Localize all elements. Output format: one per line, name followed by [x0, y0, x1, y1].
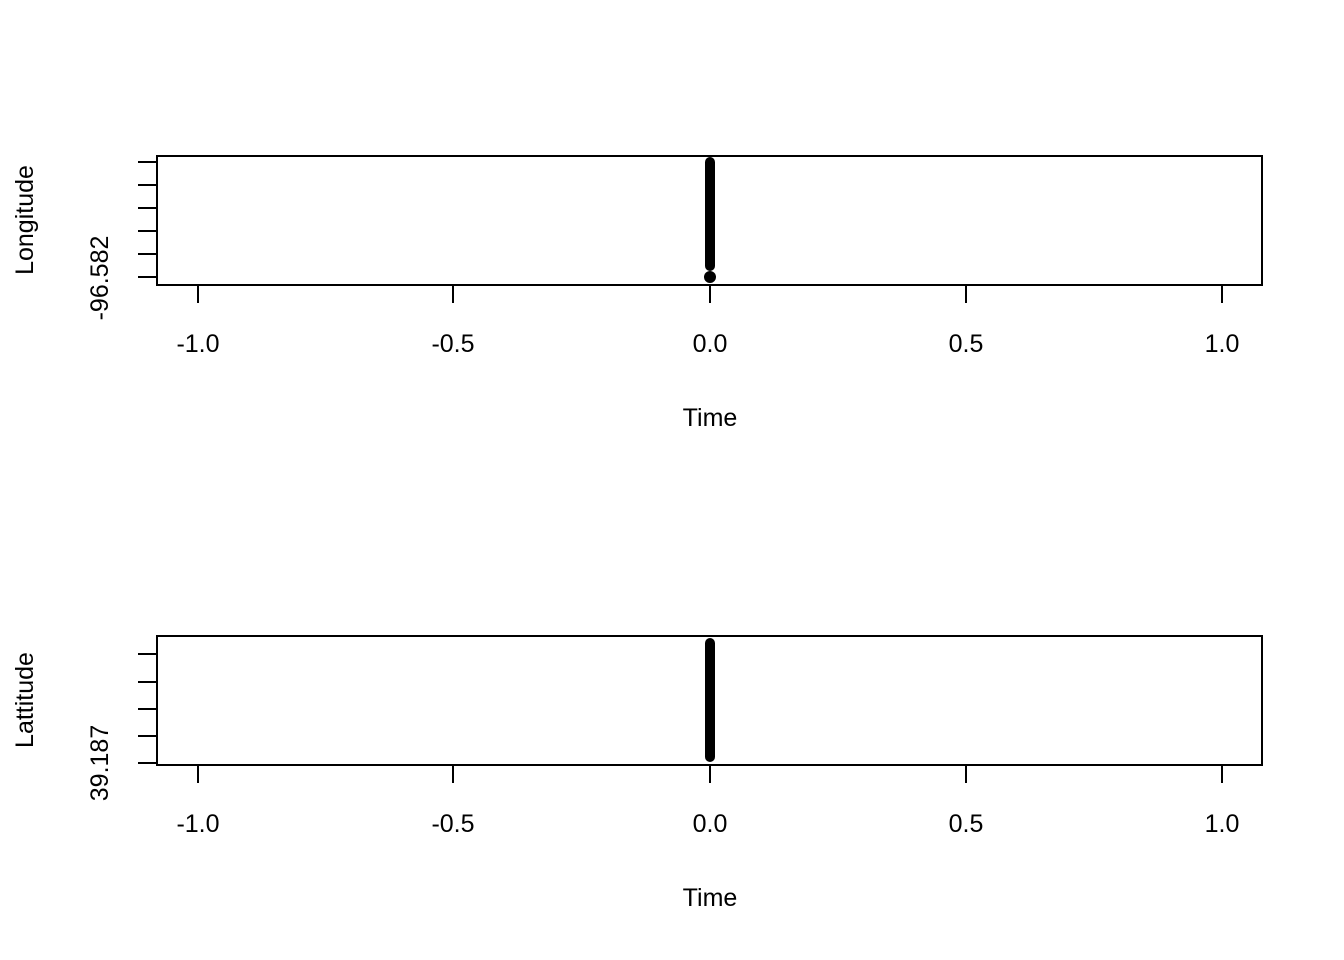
x-tick-label: -0.5	[431, 330, 475, 358]
y-axis-tick	[138, 276, 156, 278]
y-axis-tick	[138, 681, 156, 683]
x-tick-label: 1.0	[1204, 810, 1240, 838]
y-axis-tick	[138, 762, 156, 764]
x-tick-label: 0.5	[948, 810, 984, 838]
data-cluster	[705, 157, 715, 271]
x-axis-tick	[452, 285, 454, 303]
x-axis-tick	[197, 285, 199, 303]
x-axis-tick	[1221, 765, 1223, 783]
x-axis-tick	[709, 285, 711, 303]
x-axis-tick	[965, 285, 967, 303]
data-cluster	[705, 638, 715, 762]
x-tick-label: 0.0	[692, 330, 728, 358]
x-tick-label: 0.5	[948, 330, 984, 358]
x-axis-tick	[709, 765, 711, 783]
x-tick-label: -1.0	[176, 330, 220, 358]
data-cluster-outlier-point	[704, 271, 716, 283]
x-axis-tick	[965, 765, 967, 783]
y-axis-title: Longitude	[11, 165, 39, 275]
y-tick-label: -96.582	[86, 235, 114, 321]
y-axis-tick	[138, 184, 156, 186]
y-axis-tick	[138, 735, 156, 737]
y-axis-tick	[138, 653, 156, 655]
x-axis-tick	[452, 765, 454, 783]
x-axis-tick	[197, 765, 199, 783]
x-tick-label: 1.0	[1204, 330, 1240, 358]
y-axis-tick	[138, 708, 156, 710]
y-axis-tick	[138, 253, 156, 255]
x-axis-tick	[1221, 285, 1223, 303]
x-tick-label: -1.0	[176, 810, 220, 838]
y-tick-label: 39.187	[86, 724, 114, 802]
x-tick-label: -0.5	[431, 810, 475, 838]
x-axis-title: Time	[682, 884, 738, 912]
x-axis-title: Time	[682, 404, 738, 432]
y-axis-tick	[138, 207, 156, 209]
y-axis-tick	[138, 161, 156, 163]
y-axis-title: Lattitude	[11, 652, 39, 748]
x-tick-label: 0.0	[692, 810, 728, 838]
y-axis-tick	[138, 230, 156, 232]
